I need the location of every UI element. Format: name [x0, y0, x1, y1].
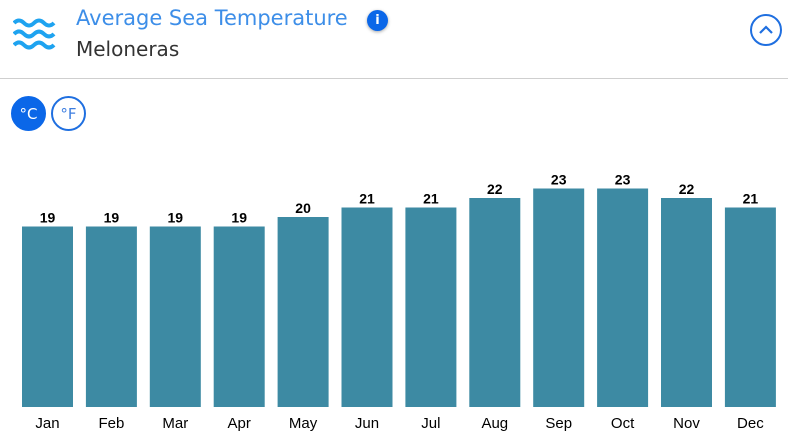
data-label: 21	[359, 191, 375, 207]
data-label: 19	[104, 210, 120, 226]
x-tick-label: Aug	[481, 415, 508, 432]
bar-nov	[661, 198, 712, 407]
x-tick-label: May	[289, 415, 318, 432]
waves-icon	[13, 18, 56, 50]
bar-oct	[597, 188, 649, 407]
x-tick-label: Jul	[421, 415, 440, 432]
bar-aug	[469, 198, 521, 407]
x-tick-label: Jun	[355, 415, 379, 432]
data-label: 19	[168, 210, 184, 226]
data-label: 20	[295, 200, 311, 216]
data-label: 22	[679, 181, 695, 197]
x-tick-label: Jan	[35, 415, 59, 432]
location-name: Meloneras	[76, 37, 180, 61]
info-icon[interactable]: i	[367, 10, 388, 31]
x-tick-label: Feb	[98, 415, 124, 432]
data-label: 21	[743, 191, 759, 207]
bar-jun	[341, 207, 393, 407]
x-tick-label: Sep	[545, 415, 572, 432]
widget-header: Average Sea Temperature i Meloneras	[0, 0, 788, 79]
data-label: 19	[40, 210, 56, 226]
x-tick-label: Nov	[673, 415, 700, 432]
x-tick-label: Dec	[737, 415, 764, 432]
widget-title: Average Sea Temperature	[76, 6, 348, 30]
bar-jul	[405, 207, 457, 407]
data-label: 19	[231, 210, 247, 226]
fahrenheit-toggle[interactable]: °F	[51, 96, 86, 131]
data-label: 23	[551, 172, 567, 188]
collapse-button[interactable]	[750, 14, 782, 46]
bar-jan	[22, 226, 73, 407]
x-tick-label: Oct	[611, 415, 635, 432]
bar-feb	[85, 226, 137, 407]
data-label: 22	[487, 181, 503, 197]
celsius-toggle[interactable]: °C	[11, 96, 46, 131]
x-tick-label: Apr	[228, 415, 251, 432]
bar-may	[277, 217, 329, 407]
bar-sep	[533, 188, 585, 407]
x-tick-label: Mar	[162, 415, 188, 432]
chevron-up-icon	[759, 25, 773, 34]
bar-apr	[213, 226, 265, 407]
bar-mar	[149, 226, 201, 407]
bar-dec	[724, 207, 776, 407]
data-label: 21	[423, 191, 439, 207]
data-label: 23	[615, 172, 631, 188]
